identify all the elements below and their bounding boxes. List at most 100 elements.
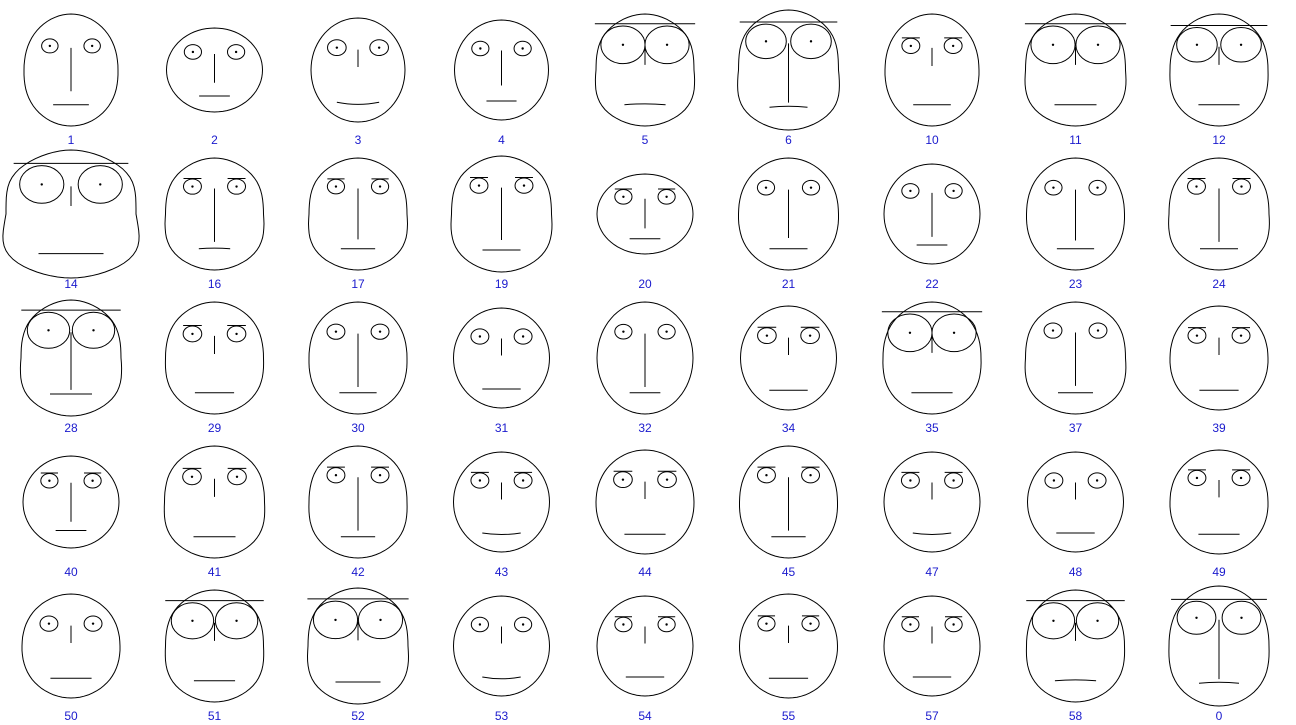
face-label: 43 xyxy=(495,565,509,579)
face: 40 xyxy=(22,455,120,579)
face-head xyxy=(1025,589,1126,703)
face-head xyxy=(19,299,123,417)
face-eye xyxy=(83,615,103,632)
face-pupil xyxy=(952,479,955,482)
face-eye xyxy=(513,328,533,345)
face: 28 xyxy=(19,299,123,435)
face-pupil xyxy=(908,331,912,334)
face-head xyxy=(882,301,982,415)
face-pupil xyxy=(909,479,912,482)
face: 12 xyxy=(1169,13,1269,147)
face-eye xyxy=(1031,602,1076,640)
face-pupil xyxy=(191,332,194,336)
face-label: 35 xyxy=(925,421,939,435)
face-head xyxy=(453,19,550,121)
face-head xyxy=(1169,449,1269,555)
face-head xyxy=(594,13,696,127)
face-head xyxy=(164,157,265,271)
face-label: 1 xyxy=(68,133,75,147)
face-head xyxy=(596,173,694,255)
face: 3 xyxy=(310,17,406,147)
face-mouth xyxy=(624,103,666,106)
face-label: 4 xyxy=(498,133,505,147)
face-pupil xyxy=(951,44,955,48)
face-head xyxy=(310,17,406,123)
face-pupil xyxy=(48,479,51,482)
face-head xyxy=(308,445,408,559)
face-eye xyxy=(183,44,202,60)
face-pupil xyxy=(809,186,813,189)
face-pupil xyxy=(379,618,382,622)
face-eye xyxy=(357,600,404,640)
face-head xyxy=(1026,451,1125,553)
face: 11 xyxy=(1024,13,1127,147)
face-head xyxy=(595,449,695,555)
face-label: 41 xyxy=(208,565,222,579)
face-label: 40 xyxy=(64,565,78,579)
face-head xyxy=(739,445,838,559)
face-pupil xyxy=(235,332,238,336)
face-pupil xyxy=(1096,619,1099,622)
face-eye xyxy=(1075,602,1120,640)
face-mouth xyxy=(769,105,808,108)
face: 32 xyxy=(596,301,694,435)
face-eye xyxy=(514,616,533,633)
face-label: 21 xyxy=(782,277,796,291)
face-pupil xyxy=(1052,479,1056,482)
face-pupil xyxy=(99,183,102,186)
face-label: 50 xyxy=(64,709,78,720)
face-head xyxy=(1026,157,1125,271)
face-label: 49 xyxy=(1212,565,1226,579)
face: 23 xyxy=(1026,157,1125,291)
face: 52 xyxy=(306,587,410,723)
face-pupil xyxy=(191,185,194,188)
face: 42 xyxy=(308,445,408,579)
face: 22 xyxy=(883,163,981,291)
face: 19 xyxy=(450,155,553,291)
face-label: 16 xyxy=(208,277,222,291)
face-head xyxy=(1168,157,1270,271)
face-eye xyxy=(1044,472,1064,489)
face-head xyxy=(165,27,264,113)
face-eye xyxy=(71,311,116,349)
face-eye xyxy=(39,615,59,632)
face-eye xyxy=(1176,27,1218,63)
face-pupil xyxy=(478,335,482,338)
face: 47 xyxy=(883,451,981,579)
face-eye xyxy=(369,39,389,57)
face-pupil xyxy=(1195,334,1199,337)
face-pupil xyxy=(334,618,337,622)
face-head xyxy=(2,149,140,279)
face-pupil xyxy=(621,43,625,46)
face-eye xyxy=(327,39,347,57)
face-eye xyxy=(756,179,776,196)
face-pupil xyxy=(622,623,625,626)
face-eye xyxy=(745,23,787,60)
face-head xyxy=(308,301,408,415)
face: 48 xyxy=(1026,451,1125,579)
face-head xyxy=(23,13,119,127)
face-pupil xyxy=(47,622,51,625)
face-pupil xyxy=(1096,186,1099,189)
face-head xyxy=(739,305,838,411)
face-eye xyxy=(170,602,215,640)
face-label: 6 xyxy=(785,133,792,147)
face-label: 58 xyxy=(1069,709,1083,720)
face-eye xyxy=(614,323,633,340)
face-pupil xyxy=(1239,476,1243,480)
face-pupil xyxy=(48,44,52,48)
face-label: 30 xyxy=(351,421,365,435)
face-pupil xyxy=(191,50,195,54)
face-head xyxy=(307,157,409,271)
face: 30 xyxy=(308,301,408,435)
face-head xyxy=(738,157,839,271)
face: 45 xyxy=(739,445,838,579)
face-label: 20 xyxy=(638,277,652,291)
face-pupil xyxy=(1240,616,1243,619)
face-pupil xyxy=(1195,476,1199,480)
face-pupil xyxy=(378,330,382,333)
face-head xyxy=(883,163,981,265)
face-label: 34 xyxy=(782,421,796,435)
face-pupil xyxy=(521,623,525,626)
